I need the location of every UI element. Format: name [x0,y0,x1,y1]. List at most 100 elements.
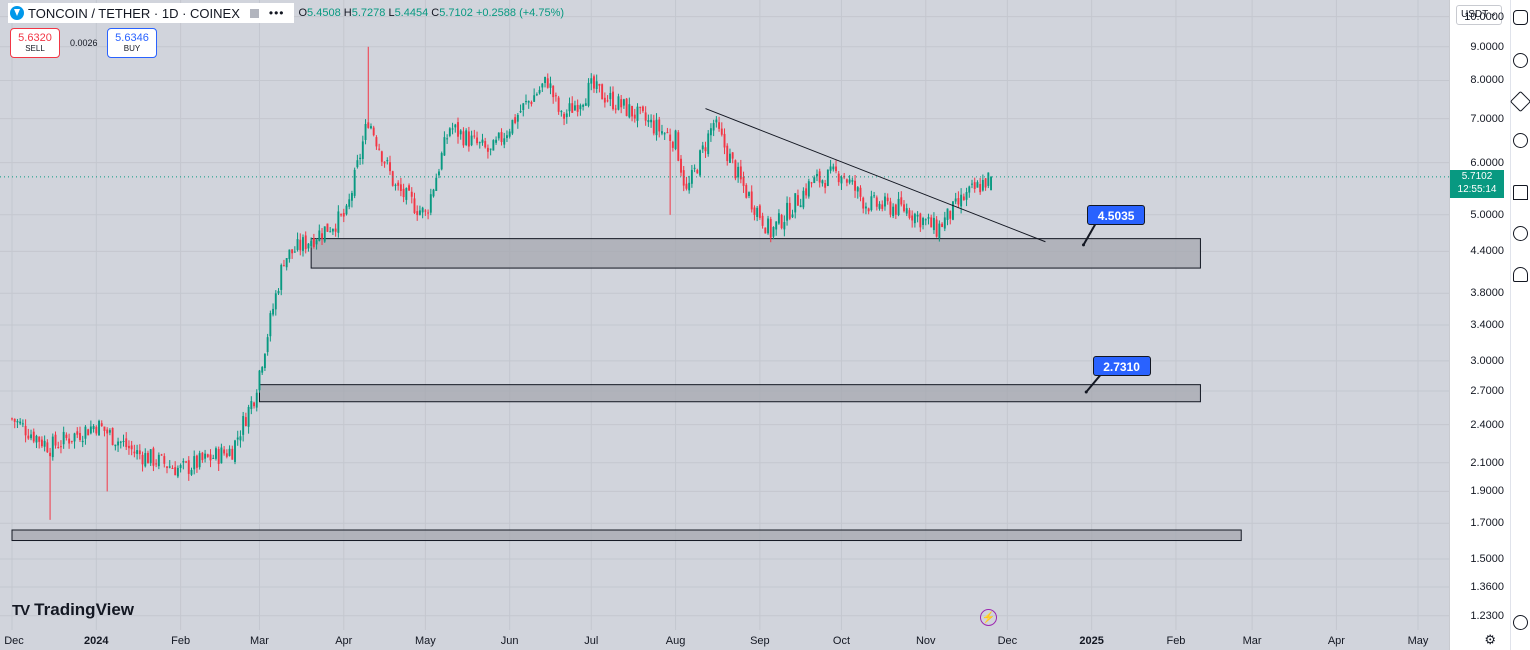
candle [81,435,84,448]
alerts-icon[interactable] [1513,53,1528,68]
candle [886,193,889,205]
candle [144,448,147,468]
price-tick-label: 9.0000 [1470,40,1504,53]
candle [108,428,111,436]
candle [318,224,321,242]
candle [114,444,117,451]
candle [334,223,337,237]
candle [889,197,892,218]
help-icon[interactable] [1513,615,1528,630]
tradingview-logo[interactable]: TV TradingView [12,600,134,620]
candle [231,445,234,460]
candle [421,206,424,219]
time-tick-label: Jun [500,635,519,647]
candle [236,430,239,446]
symbol-box[interactable]: TONCOIN / TETHER · 1D · COINEX ••• [8,3,295,23]
price-axis[interactable]: USDT ⌄ 10.0000 9.0000 8.0000 7.0000 6.0000 5.… [1449,0,1510,650]
candle [911,210,914,228]
candlestick-chart[interactable] [0,0,1449,630]
drawings[interactable] [0,108,1449,394]
candle [454,123,457,133]
more-icon[interactable]: ••• [268,6,285,20]
callout-anchor [1081,243,1085,247]
sell-price: 5.6320 [18,32,52,44]
bookmark-icon[interactable] [1513,185,1528,200]
candle [990,175,992,191]
sell-button[interactable]: 5.6320 SELL [10,28,60,58]
candle [677,130,680,162]
high-value: 5.7278 [351,7,386,19]
candle [217,446,220,472]
time-axis[interactable]: Dec 2024 Feb Mar Apr May Jun Jul Aug Sep Oct Nov Dec… [0,630,1449,650]
gear-icon[interactable]: ⚙ [1484,632,1496,647]
candle [554,92,557,102]
symbol-title[interactable]: TONCOIN / TETHER · 1D · COINEX [28,5,240,21]
candle [595,74,598,94]
candle [446,134,449,144]
candle [913,212,916,228]
candle [954,192,957,205]
candle [57,441,60,449]
open-value: 5.4508 [307,7,341,19]
time-tick-label: Feb [171,635,191,647]
candle [655,113,658,141]
candle [688,175,691,194]
watchlist-icon[interactable] [1513,10,1528,25]
candle [223,446,226,456]
candle [448,127,451,138]
price-callout-2[interactable]: 2.7310 [1092,355,1151,376]
candle [299,233,302,256]
layers-icon[interactable] [1509,90,1530,113]
buy-button[interactable]: 5.6346 BUY [107,28,157,58]
candle [818,168,821,188]
chart-plot-area[interactable]: TONCOIN / TETHER · 1D · COINEX ••• O5.45… [0,0,1449,650]
candle [563,112,566,126]
candle [824,179,827,194]
candle [155,459,158,468]
notification-bell-icon[interactable] [1513,267,1528,282]
candle [198,450,201,470]
candle [835,160,837,174]
candle [89,420,92,435]
price-callout-1[interactable]: 4.5035 [1087,204,1146,225]
candle [987,172,990,189]
candle [905,203,908,217]
candle [353,167,356,199]
lightning-icon[interactable]: ⚡ [980,609,997,626]
candle [171,465,174,470]
candle [253,401,255,409]
candle [359,153,362,165]
broadcast-icon[interactable] [1513,226,1528,241]
candle [16,418,19,429]
candle [220,443,223,464]
candle [413,192,416,215]
candle [187,456,190,481]
candle [753,205,756,221]
candle [285,258,288,271]
close-value: 5.7102 [439,7,473,19]
candle [796,189,799,206]
candle [174,461,177,476]
candle [59,440,62,454]
candle [788,197,791,221]
candle [500,128,503,146]
candle [399,177,402,197]
candle [666,127,669,134]
candle [215,446,217,461]
candle [73,432,76,449]
currency-select[interactable]: USDT ⌄ [1456,5,1502,25]
candle [160,453,163,456]
candle [239,430,242,448]
candle [76,427,79,439]
candle [813,175,816,184]
candle [946,208,949,226]
candle [873,191,876,199]
candle [571,96,574,113]
candle [79,426,81,442]
support-zones[interactable] [11,238,1242,542]
candle [258,369,261,393]
candle [465,128,468,147]
chat-icon[interactable] [1513,133,1528,148]
candle [459,129,462,140]
candle [772,226,775,240]
